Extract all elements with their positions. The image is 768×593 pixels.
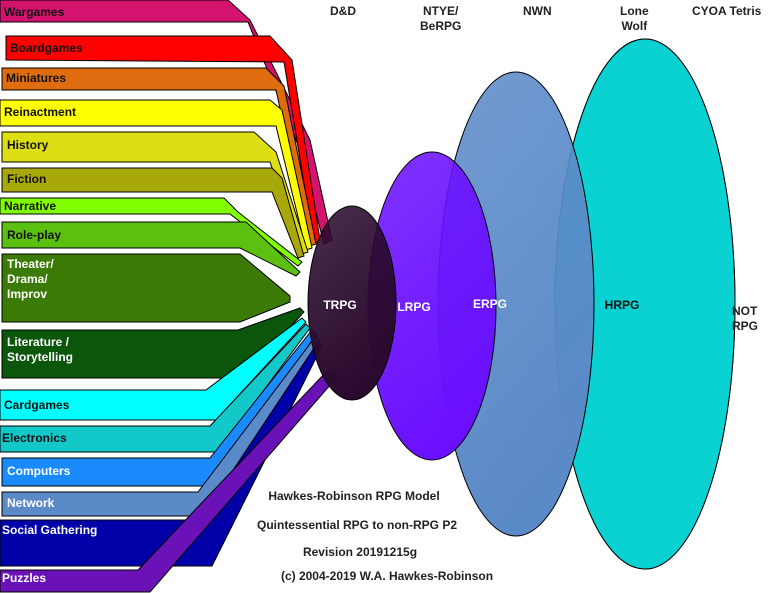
band-role-play bbox=[1, 221, 301, 277]
top-label-ntye: NTYE/ BeRPG bbox=[420, 4, 462, 33]
band-history bbox=[1, 131, 309, 255]
bands-layer bbox=[0, 0, 339, 593]
band-theater bbox=[1, 253, 291, 323]
band-narrative bbox=[0, 197, 303, 267]
caption-copyright: (c) 2004-2019 W.A. Hawkes-Robinson bbox=[280, 569, 494, 583]
caption-title: Hawkes-Robinson RPG Model bbox=[268, 489, 440, 503]
band-reinactment bbox=[0, 99, 313, 251]
ellipse-label-lrpg: LRPG bbox=[397, 300, 431, 314]
ellipse-trpg bbox=[307, 205, 397, 401]
band-literature bbox=[1, 307, 305, 379]
ellipse-label-hrpg: HRPG bbox=[604, 298, 640, 312]
caption-subtitle: Quintessential RPG to non-RPG P2 bbox=[256, 518, 458, 532]
band-label-boardgames: Boardgames bbox=[10, 41, 83, 55]
ellipse-label-erpg: ERPG bbox=[472, 297, 507, 311]
band-label-puzzles: Puzzles bbox=[2, 571, 47, 585]
band-miniatures bbox=[1, 67, 317, 247]
ellipse-label-trpg: TRPG bbox=[323, 298, 357, 312]
band-label-miniatures: Miniatures bbox=[6, 71, 67, 85]
caption-revision: Revision 20191215g bbox=[302, 545, 418, 559]
not-rpg-label: NOT RPG bbox=[732, 304, 759, 333]
band-label-social: Social Gathering bbox=[2, 523, 98, 537]
band-label-role-play: Role-play bbox=[7, 228, 62, 242]
band-boardgames bbox=[5, 35, 321, 245]
band-label-electronics: Electronics bbox=[2, 431, 67, 445]
band-label-narrative: Narrative bbox=[4, 199, 57, 213]
band-label-reinactment: Reinactment bbox=[4, 105, 77, 119]
band-fiction bbox=[1, 167, 305, 259]
band-label-history: History bbox=[7, 138, 49, 152]
top-label-cyoa: CYOA Tetris bbox=[692, 4, 762, 18]
top-label-nwn: NWN bbox=[523, 4, 552, 18]
ellipse-layer bbox=[307, 38, 736, 570]
band-label-wargames: Wargames bbox=[4, 5, 65, 19]
band-label-computers: Computers bbox=[7, 464, 71, 478]
top-label-lonewolf: Lone Wolf bbox=[620, 4, 649, 33]
band-label-fiction: Fiction bbox=[7, 172, 47, 186]
band-label-network: Network bbox=[7, 496, 55, 510]
top-label-dnd: D&D bbox=[330, 4, 356, 18]
band-label-theater: Theater/ Drama/ Improv bbox=[7, 257, 54, 301]
band-label-cardgames: Cardgames bbox=[4, 398, 70, 412]
band-label-literature: Literature / Storytelling bbox=[7, 335, 74, 364]
band-cardgames bbox=[0, 317, 307, 421]
